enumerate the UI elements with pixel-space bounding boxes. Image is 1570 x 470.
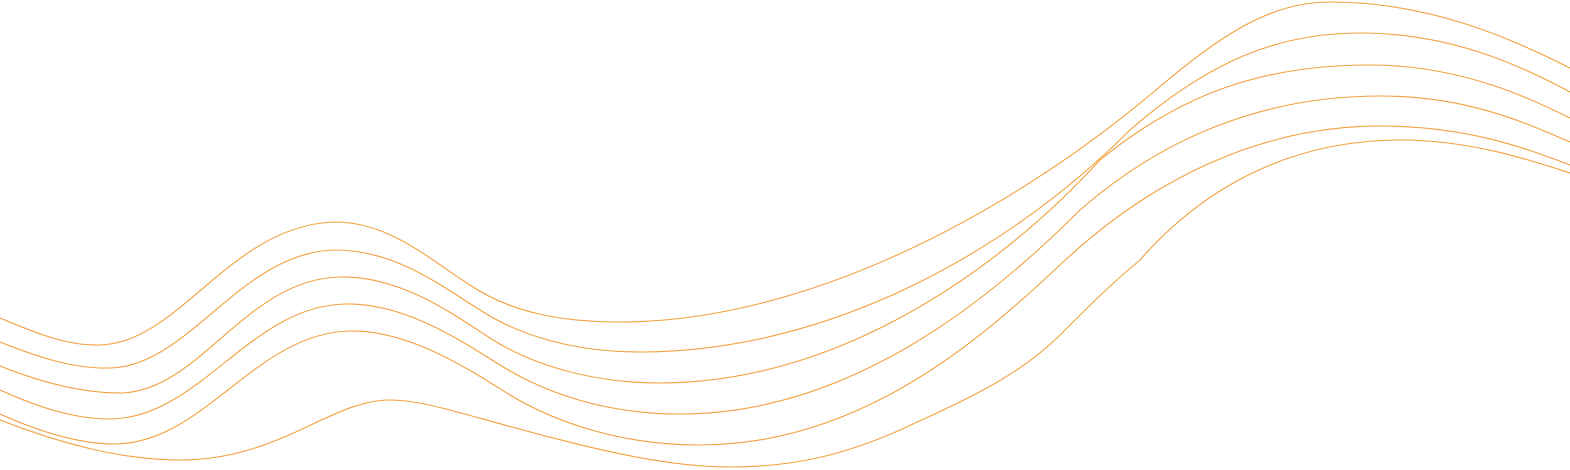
wave-line bbox=[0, 125, 1570, 446]
wave-line bbox=[0, 95, 1570, 420]
wave-line bbox=[0, 64, 1570, 394]
wave-line bbox=[0, 1, 1570, 346]
wave-line bbox=[0, 32, 1570, 369]
wave-line bbox=[0, 139, 1570, 468]
